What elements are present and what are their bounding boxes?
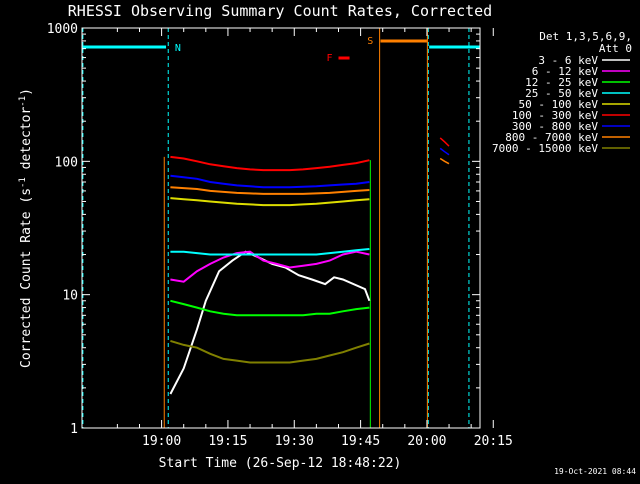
flare-flag-label: F [327,53,333,64]
x-tick-label: 19:45 [341,434,380,449]
series-line-8 [170,339,370,364]
x-tick-label: 19:30 [275,434,314,449]
series-line-7 [170,186,370,195]
series-line-1 [170,250,370,283]
series-line-4 [170,197,370,207]
x-tick-label: 19:15 [208,434,247,449]
series-line-5-segment [439,137,450,147]
series-line-5 [170,155,370,172]
series-line-0 [169,250,371,395]
legend-label: 300 - 800 keV [512,120,598,133]
y-tick-label: 100 [55,155,78,170]
series-line-6-segment [439,147,450,156]
y-axis-label: Corrected Count Rate (s-1 detector-1) [18,88,34,368]
legend-header-1: Det 1,3,5,6,9, [539,30,632,43]
legend-label: 7000 - 15000 keV [492,142,598,155]
legend-label: 12 - 25 keV [525,76,598,89]
legend-label: 6 - 12 keV [532,65,599,78]
legend-label: 3 - 6 keV [538,54,598,67]
y-tick-label: 1 [70,422,78,437]
legend-label: 25 - 50 keV [525,87,598,100]
night-flag-label: N [175,43,181,54]
x-axis-label: Start Time (26-Sep-12 18:48:22) [159,456,402,471]
x-tick-label: 20:00 [407,434,446,449]
x-axis: 19:00 19:15 19:30 19:45 20:00 20:15 [116,28,513,449]
plot-area: N S F [82,28,480,428]
series-line-7-segment [439,157,450,165]
y-tick-label: 1000 [47,22,78,37]
x-tick-label: 19:00 [142,434,181,449]
legend-label: 100 - 300 keV [512,109,598,122]
timestamp: 19-Oct-2021 08:44 [554,467,636,476]
legend-header-2: Att 0 [599,42,632,55]
legend-label: 800 - 7000 keV [505,131,598,144]
saa-flag-label: S [367,36,373,47]
legend-label: 50 - 100 keV [519,98,599,111]
x-tick-label: 20:15 [474,434,513,449]
series-line-3 [170,248,370,256]
y-tick-label: 10 [62,289,78,304]
chart-title: RHESSI Observing Summary Count Rates, Co… [68,2,492,20]
y-axis: 1 10 100 1000 [47,22,480,437]
plot-frame [81,27,481,429]
series-line-6 [170,174,370,189]
series-line-2 [170,299,370,317]
